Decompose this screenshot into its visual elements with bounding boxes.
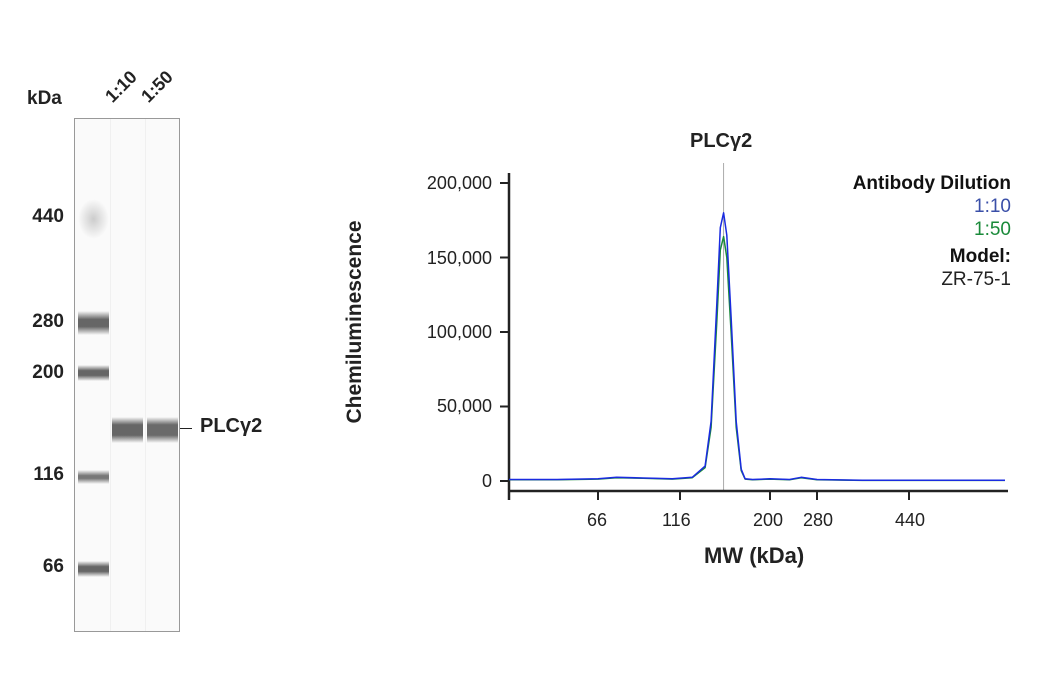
x-tick-label: 440 (895, 510, 926, 530)
y-axis-label: Chemiluminescence (343, 220, 366, 424)
y-tick-label: 150,000 (426, 248, 492, 268)
series-line-1-10 (509, 212, 1005, 482)
marker-label: 200 (32, 362, 64, 383)
model-label: Model: (949, 246, 1011, 267)
lane-divider (110, 119, 111, 631)
sample-band (112, 417, 143, 443)
marker-band (78, 470, 109, 484)
legend-title: Antibody Dilution (852, 173, 1011, 194)
x-tick-label: 116 (662, 510, 691, 530)
y-tick-label: 0 (481, 471, 492, 491)
marker-band (78, 311, 109, 335)
y-tick-label: 50,000 (436, 396, 492, 416)
x-axis-label: MW (kDa) (704, 543, 805, 568)
y-tick-label: 200,000 (426, 173, 492, 193)
band-pointer (180, 428, 192, 429)
legend-item-1-50: 1:50 (974, 219, 1011, 240)
blot-image (74, 118, 180, 632)
marker-label: 280 (32, 311, 64, 332)
marker-label: 116 (33, 464, 64, 485)
lane-divider (145, 119, 146, 631)
marker-band (78, 561, 109, 577)
legend-item-1-10: 1:10 (974, 196, 1011, 217)
x-tick-label: 66 (587, 510, 608, 530)
legend: Antibody Dilution 1:10 1:50 Model: ZR-75… (853, 172, 1011, 291)
kda-label: kDa (27, 88, 62, 109)
marker-band (78, 365, 109, 381)
x-tick-label: 280 (803, 510, 834, 530)
marker-label: 440 (32, 206, 64, 227)
marker-band (78, 199, 109, 239)
x-tick-label: 200 (753, 510, 784, 530)
sample-band (147, 417, 178, 443)
y-tick-label: 100,000 (426, 322, 492, 342)
marker-label: 66 (42, 556, 64, 577)
model-value: ZR-75-1 (941, 269, 1011, 290)
band-label: PLCγ2 (200, 415, 263, 437)
chart-title: PLCγ2 (690, 130, 753, 152)
